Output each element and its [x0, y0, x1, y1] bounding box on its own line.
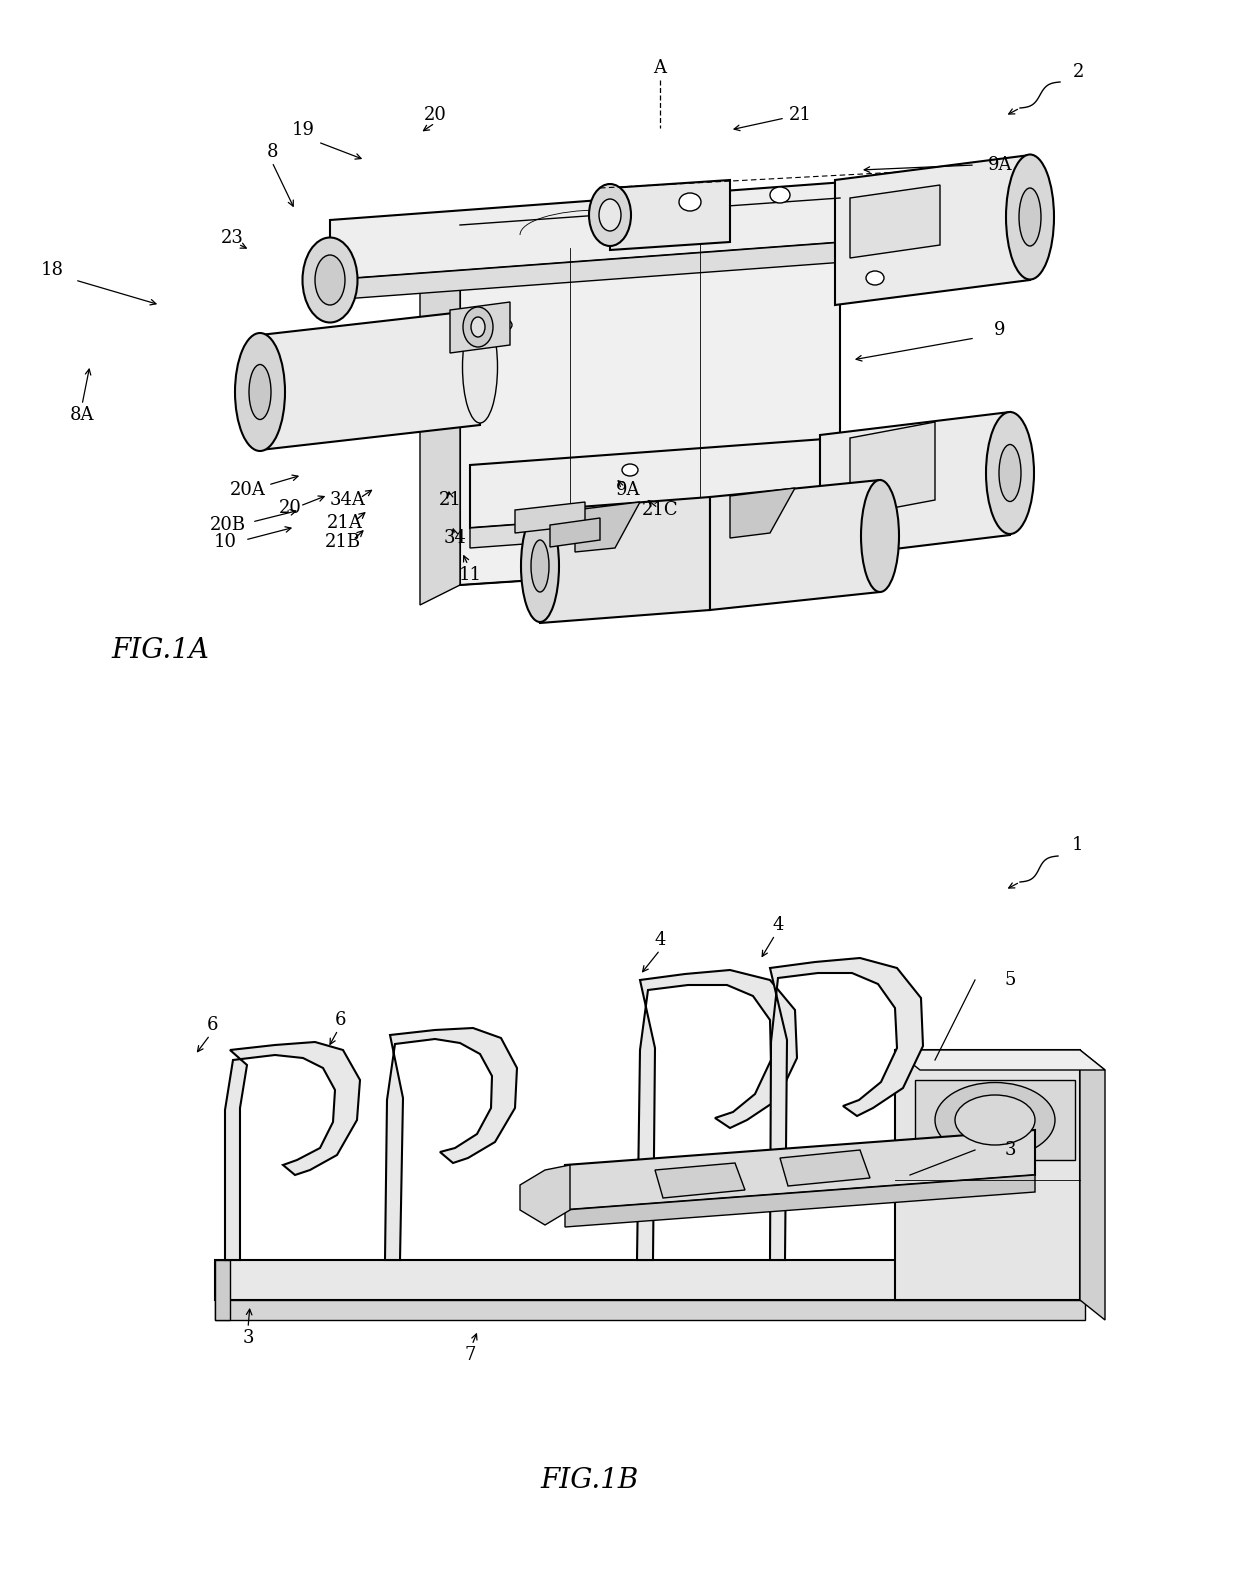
Text: 18: 18 — [41, 262, 63, 279]
Polygon shape — [551, 518, 600, 547]
Text: 1: 1 — [1073, 835, 1084, 854]
Ellipse shape — [935, 1083, 1055, 1157]
Text: 8: 8 — [267, 143, 278, 162]
Text: A: A — [653, 59, 667, 78]
Ellipse shape — [315, 255, 345, 304]
Ellipse shape — [861, 480, 899, 593]
Polygon shape — [539, 498, 711, 623]
Polygon shape — [849, 422, 935, 517]
Polygon shape — [460, 198, 839, 585]
Ellipse shape — [680, 193, 701, 211]
Text: 20: 20 — [424, 106, 446, 124]
Polygon shape — [770, 957, 923, 1260]
Ellipse shape — [463, 311, 497, 423]
Text: 9A: 9A — [988, 155, 1012, 174]
Polygon shape — [515, 502, 585, 533]
Text: 21A: 21A — [327, 514, 363, 533]
Text: 11: 11 — [459, 566, 481, 583]
Polygon shape — [780, 1151, 870, 1186]
Text: 5: 5 — [1004, 972, 1016, 989]
Text: 21: 21 — [439, 491, 461, 509]
Text: 21C: 21C — [641, 501, 678, 518]
Polygon shape — [849, 185, 940, 258]
Polygon shape — [575, 502, 640, 552]
Ellipse shape — [599, 200, 621, 231]
Polygon shape — [711, 480, 880, 610]
Polygon shape — [384, 1029, 517, 1260]
Text: 21: 21 — [789, 106, 811, 124]
Text: 34A: 34A — [330, 491, 366, 509]
Text: 9: 9 — [994, 322, 1006, 339]
Text: 4: 4 — [655, 930, 666, 949]
Text: 7: 7 — [464, 1346, 476, 1365]
Ellipse shape — [622, 464, 639, 476]
Text: 19: 19 — [291, 120, 315, 139]
Polygon shape — [655, 1163, 745, 1198]
Text: 3: 3 — [1004, 1141, 1016, 1159]
Ellipse shape — [236, 333, 285, 452]
Text: 2: 2 — [1073, 63, 1084, 81]
Ellipse shape — [1019, 189, 1042, 246]
Polygon shape — [915, 1079, 1075, 1160]
Polygon shape — [450, 303, 510, 353]
Polygon shape — [215, 1260, 229, 1320]
Polygon shape — [330, 174, 940, 281]
Polygon shape — [224, 1041, 360, 1260]
Text: 23: 23 — [221, 228, 243, 247]
Text: 20: 20 — [279, 499, 301, 517]
Ellipse shape — [1006, 154, 1054, 279]
Text: 21B: 21B — [325, 533, 361, 552]
Polygon shape — [420, 225, 460, 605]
Polygon shape — [895, 1049, 1105, 1070]
Polygon shape — [565, 1130, 1035, 1209]
Text: FIG.1B: FIG.1B — [541, 1466, 639, 1493]
Text: FIG.1A: FIG.1A — [112, 637, 208, 664]
Text: 3: 3 — [242, 1328, 254, 1347]
Polygon shape — [820, 412, 1011, 558]
Text: 20A: 20A — [231, 480, 265, 499]
Polygon shape — [215, 1260, 1085, 1300]
Ellipse shape — [986, 412, 1034, 534]
Polygon shape — [610, 181, 730, 250]
Polygon shape — [470, 495, 920, 548]
Ellipse shape — [770, 187, 790, 203]
Text: 20B: 20B — [210, 517, 246, 534]
Polygon shape — [730, 488, 795, 537]
Ellipse shape — [463, 307, 494, 347]
Ellipse shape — [999, 444, 1021, 501]
Ellipse shape — [303, 238, 357, 322]
Ellipse shape — [249, 365, 272, 420]
Ellipse shape — [589, 184, 631, 246]
Ellipse shape — [471, 317, 485, 338]
Polygon shape — [470, 433, 920, 528]
Polygon shape — [215, 1300, 1085, 1320]
Ellipse shape — [918, 173, 962, 247]
Polygon shape — [637, 970, 797, 1260]
Text: 9A: 9A — [616, 480, 640, 499]
Ellipse shape — [531, 540, 549, 593]
Polygon shape — [895, 1049, 1080, 1300]
Polygon shape — [1080, 1049, 1105, 1320]
Polygon shape — [835, 155, 1030, 304]
Polygon shape — [520, 1165, 570, 1225]
Text: 6: 6 — [335, 1011, 346, 1029]
Ellipse shape — [498, 320, 512, 331]
Text: 8A: 8A — [69, 406, 94, 425]
Text: 34: 34 — [444, 529, 466, 547]
Ellipse shape — [521, 510, 559, 621]
Polygon shape — [565, 1174, 1035, 1227]
Polygon shape — [330, 235, 940, 300]
Text: 6: 6 — [206, 1016, 218, 1033]
Ellipse shape — [866, 271, 884, 285]
Text: 4: 4 — [773, 916, 784, 934]
Polygon shape — [260, 311, 480, 450]
Ellipse shape — [955, 1095, 1035, 1144]
Text: 10: 10 — [213, 533, 237, 552]
